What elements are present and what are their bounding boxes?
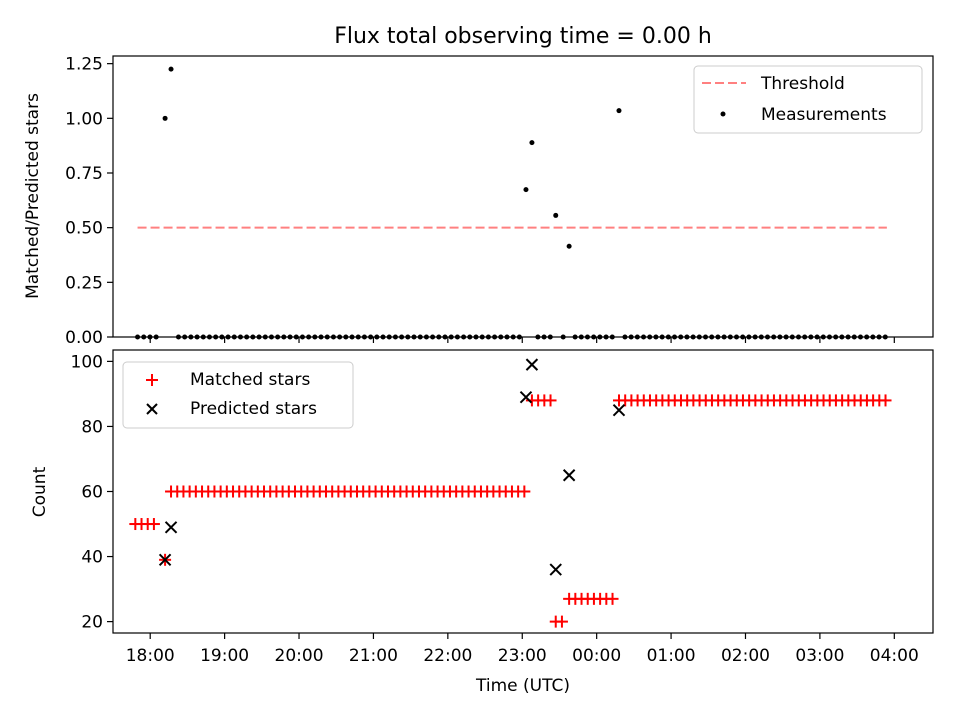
measurement-point: [162, 115, 168, 121]
ratio-y-tick-label: 0.50: [65, 219, 103, 239]
count-plot: 20 40 60 80 100 18:00 19:00 20:00 21:00 22:00 23:…: [30, 349, 934, 696]
count-legend-box: [122, 361, 354, 429]
ratio-y-tick-label: 0.75: [65, 164, 103, 184]
ratio-y-axis: 0.00 0.25 0.50 0.75 1.00 1.25: [65, 55, 113, 348]
ratio-y-tick-label: 0.00: [65, 328, 103, 348]
predicted-star-marker: [549, 563, 562, 576]
measurement-point: [168, 66, 174, 72]
measurement-point: [616, 108, 622, 114]
predicted-star-marker: [525, 358, 539, 371]
predicted-star-marker: [519, 390, 533, 404]
x-tick-label: 22:00: [423, 646, 472, 666]
matched-star-marker: [606, 592, 619, 605]
predicted-star-marker: [164, 521, 178, 534]
legend-predicted-label: Predicted stars: [190, 399, 317, 419]
predicted-star-marker: [562, 469, 576, 482]
x-tick-label: 03:00: [795, 646, 844, 666]
count-y-axis: 20 40 60 80 100: [71, 352, 113, 633]
ratio-y-tick-label: 1.25: [65, 55, 103, 75]
legend-matched-swatch: [146, 374, 158, 386]
count-x-axis: 18:00 19:00 20:00 21:00 22:00 23:00 00:00 01:00…: [126, 633, 919, 666]
matched-star-marker: [879, 394, 892, 407]
matched-star-marker: [147, 518, 160, 531]
ratio-plot: Flux total observing time = 0.00 h 0.000…: [23, 24, 934, 348]
predicted-star-marker: [158, 553, 172, 567]
count-y-tick-label: 40: [81, 548, 103, 568]
ratio-plot-marks: [135, 66, 888, 340]
x-tick-label: 00:00: [572, 646, 621, 666]
ratio-y-axis-label: Matched/Predicted stars: [23, 93, 43, 299]
ratio-x-ticks: [149, 337, 895, 343]
measurement-point: [566, 243, 572, 249]
measurement-point: [553, 212, 559, 218]
predicted-star-marker: [612, 403, 626, 417]
x-axis-label: Time (UTC): [475, 676, 570, 696]
matched-star-marker: [544, 394, 557, 407]
count-y-tick-label: 20: [81, 613, 103, 633]
ratio-legend: Threshold Measurements: [693, 65, 923, 134]
measurement-point: [523, 187, 529, 193]
x-tick-label: 01:00: [647, 646, 696, 666]
count-plot-frame: [112, 349, 934, 634]
legend-predicted-swatch: [146, 403, 158, 415]
chart-title: Flux total observing time = 0.00 h: [334, 24, 712, 49]
count-y-tick-label: 100: [71, 352, 103, 372]
ratio-y-tick-label: 0.25: [65, 273, 103, 293]
legend-threshold-label: Threshold: [760, 74, 845, 94]
x-tick-label: 02:00: [721, 646, 770, 666]
ratio-legend-box: [693, 65, 923, 134]
matched-star-marker: [518, 485, 531, 498]
x-tick-label: 20:00: [275, 646, 324, 666]
ratio-y-tick-label: 1.00: [65, 109, 103, 129]
x-tick-label: 23:00: [498, 646, 547, 666]
matched-star-marker: [555, 615, 568, 628]
x-tick-label: 21:00: [349, 646, 398, 666]
legend-measurements-swatch: [720, 111, 726, 117]
count-y-axis-label: Count: [30, 466, 50, 517]
legend-matched-label: Matched stars: [190, 370, 310, 390]
x-tick-label: 19:00: [200, 646, 249, 666]
x-tick-label: 04:00: [870, 646, 919, 666]
x-tick-label: 18:00: [126, 646, 175, 666]
count-plot-marks: [129, 358, 892, 628]
count-y-tick-label: 60: [81, 483, 103, 503]
measurement-point: [529, 140, 535, 146]
count-legend: Matched stars Predicted stars: [122, 361, 354, 429]
count-y-tick-label: 80: [81, 417, 103, 437]
legend-measurements-label: Measurements: [761, 105, 887, 125]
ratio-plot-frame: [112, 55, 934, 338]
